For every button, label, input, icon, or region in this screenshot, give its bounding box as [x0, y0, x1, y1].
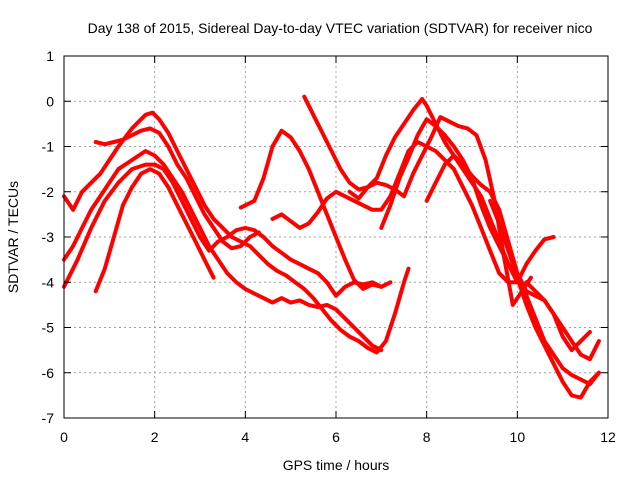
- x-axis-label: GPS time / hours: [283, 457, 390, 473]
- x-tick-label: 2: [151, 429, 159, 445]
- series-track-2: [62, 149, 384, 353]
- x-tick-label: 8: [423, 429, 431, 445]
- series-track-11: [424, 153, 592, 353]
- series-track-8: [302, 94, 520, 285]
- x-tick-label: 4: [241, 429, 249, 445]
- series-track-4: [93, 167, 216, 294]
- y-tick-label: -5: [42, 320, 55, 336]
- x-tick-labels: 0 2 4 6 8 10 12: [60, 429, 616, 445]
- y-tick-labels: 1 0 -1 -2 -3 -4 -5 -6 -7: [42, 48, 55, 426]
- series-track-3: [62, 162, 384, 298]
- y-tick-label: -2: [42, 184, 55, 200]
- series-track-5: [93, 126, 261, 251]
- series-track-13: [524, 280, 601, 362]
- series-track-6: [238, 128, 393, 291]
- series-track-12: [488, 198, 601, 400]
- x-tick-label: 12: [600, 429, 616, 445]
- x-tick-label: 0: [60, 429, 68, 445]
- y-tick-label: -3: [42, 229, 55, 245]
- x-tick-label: 10: [510, 429, 526, 445]
- y-axis-label: SDTVAR / TECUs: [5, 181, 21, 293]
- y-tick-label: -4: [42, 274, 55, 290]
- y-tick-label: 0: [46, 93, 54, 109]
- series-track-10: [379, 117, 601, 387]
- chart-title: Day 138 of 2015, Sidereal Day-to-day VTE…: [88, 20, 593, 36]
- x-tick-label: 6: [332, 429, 340, 445]
- series-layer: [62, 94, 601, 400]
- y-tick-label: 1: [46, 48, 54, 64]
- y-tick-label: -7: [42, 410, 55, 426]
- tick-layer: [63, 55, 609, 419]
- y-tick-label: -6: [42, 365, 55, 381]
- y-tick-label: -1: [42, 139, 55, 155]
- series-track-9: [347, 115, 533, 307]
